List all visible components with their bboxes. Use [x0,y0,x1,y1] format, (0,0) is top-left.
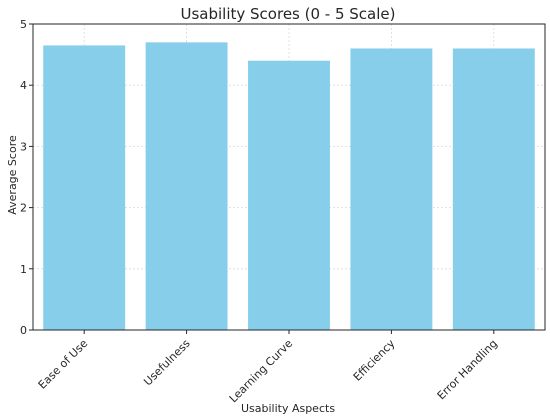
bar [248,60,330,330]
y-tick-label: 1 [20,263,27,276]
chart-title: Usability Scores (0 - 5 Scale) [181,5,396,23]
bar [145,42,228,331]
x-tick-label: Ease of Use [36,337,91,392]
y-axis-label: Average Score [6,135,19,215]
x-tick-label: Error Handling [435,337,500,402]
bar [350,48,433,330]
y-tick-label: 4 [20,79,27,92]
y-tick-label: 3 [20,140,27,153]
bar [452,48,535,330]
x-tick-label: Efficiency [351,337,398,384]
y-tick-label: 0 [20,324,27,337]
bars-layer [43,42,535,331]
x-tick-label: Learning Curve [227,337,296,406]
y-tick-label: 5 [20,18,27,31]
bar [43,45,126,331]
x-axis-label: Usability Aspects [241,402,335,415]
y-tick-label: 2 [20,202,27,215]
x-tick-label: Usefulness [141,337,193,389]
